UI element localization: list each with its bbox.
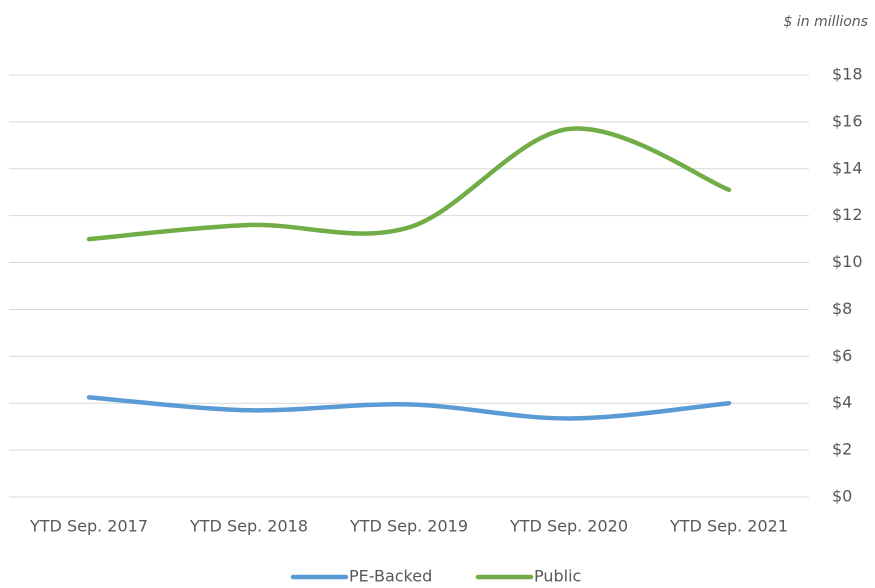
legend-label: PE-Backed xyxy=(349,567,432,586)
y-tick-label: $12 xyxy=(832,205,863,224)
x-tick-label: YTD Sep. 2018 xyxy=(189,517,308,536)
annotation: $ in millions xyxy=(784,14,869,30)
y-tick-label: $16 xyxy=(832,111,863,130)
y-tick-label: $10 xyxy=(832,252,863,271)
y-tick-label: $4 xyxy=(832,393,852,412)
y-tick-label: $18 xyxy=(832,65,863,84)
series-line xyxy=(86,126,732,242)
y-tick-label: $6 xyxy=(832,346,852,365)
x-tick-label: YTD Sep. 2019 xyxy=(349,517,468,536)
y-tick-label: $2 xyxy=(832,440,852,459)
y-tick-label: $0 xyxy=(832,487,852,506)
legend-label: Public xyxy=(534,567,581,586)
y-tick-label: $8 xyxy=(832,299,852,318)
series-line xyxy=(86,395,732,421)
x-tick-label: YTD Sep. 2021 xyxy=(669,517,788,536)
x-tick-label: YTD Sep. 2017 xyxy=(29,517,148,536)
x-tick-label: YTD Sep. 2020 xyxy=(509,517,628,536)
y-tick-label: $14 xyxy=(832,158,863,177)
